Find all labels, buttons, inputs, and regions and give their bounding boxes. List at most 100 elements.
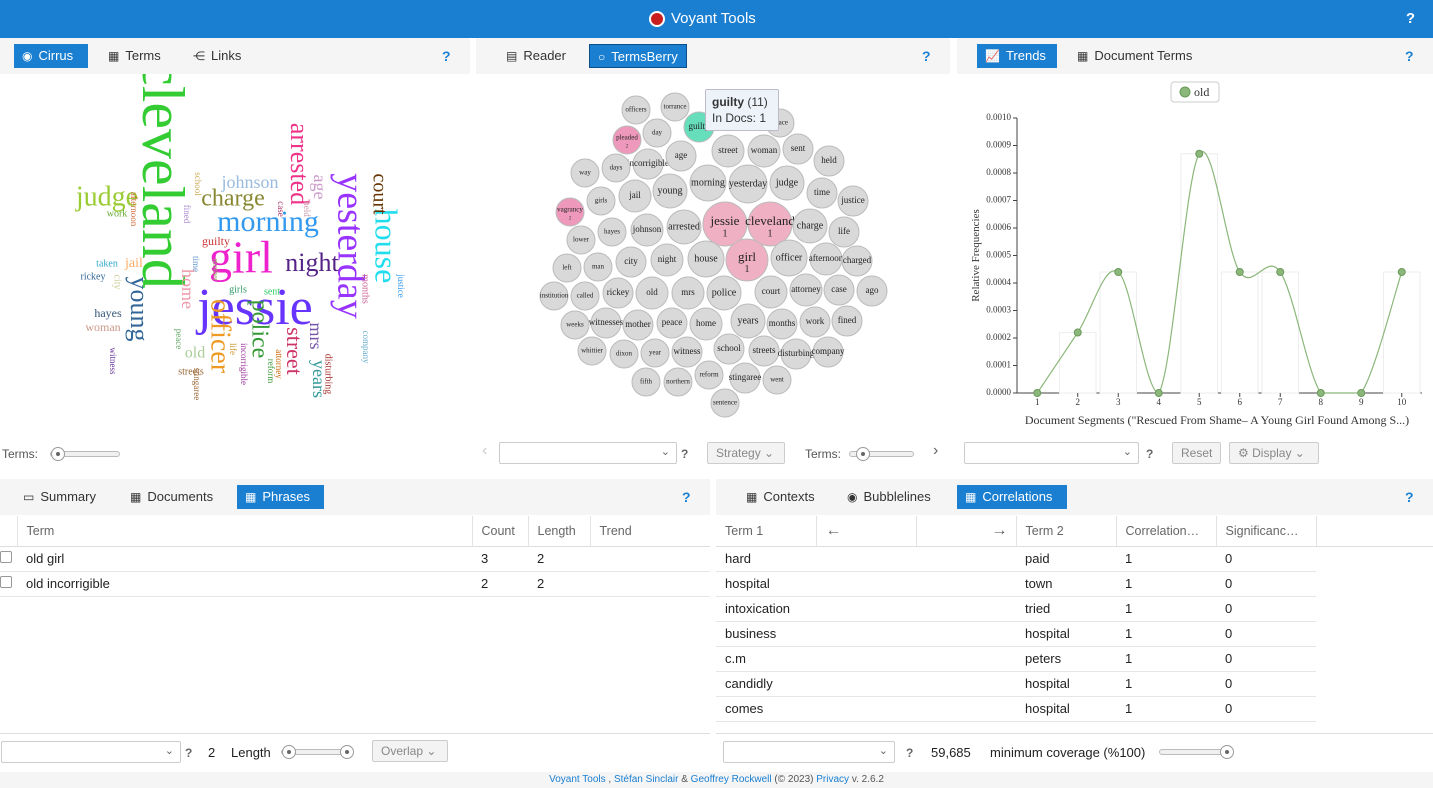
berry-bubble[interactable]: year — [640, 338, 670, 368]
cloud-word[interactable]: time — [191, 256, 201, 272]
cloud-word[interactable]: city — [112, 275, 123, 290]
berry-bubble[interactable]: mrs — [671, 276, 705, 310]
trends-search-combo[interactable]: ⌄ — [964, 442, 1139, 464]
app-help-button[interactable]: ? — [1405, 10, 1415, 27]
tab-document-terms[interactable]: ▦ Document Terms — [1069, 44, 1200, 68]
berry-bubble[interactable]: case — [823, 274, 855, 306]
berry-bubble[interactable]: disturbing — [778, 338, 815, 370]
table-row[interactable]: old incorrigible 2 2 — [0, 571, 710, 597]
berry-bubble[interactable]: stingaree — [729, 362, 761, 394]
berry-bubble[interactable]: fined — [831, 305, 863, 337]
tab-summary[interactable]: ▭ Summary — [15, 485, 104, 509]
data-point[interactable] — [1195, 149, 1204, 158]
berry-prev-arrow-icon[interactable]: ‹ — [482, 442, 488, 459]
berry-bubble[interactable]: officer — [770, 239, 808, 277]
row-checkbox[interactable] — [0, 576, 12, 588]
termsberry-help-button[interactable]: ? — [922, 48, 931, 64]
cloud-word[interactable]: jessie — [195, 279, 313, 336]
berry-bubble[interactable]: day — [642, 118, 672, 148]
col-trend[interactable]: Trend — [590, 516, 710, 547]
data-point[interactable] — [1397, 268, 1406, 276]
berry-bubble[interactable]: called — [570, 281, 600, 311]
tab-bubblelines[interactable]: ◉ Bubblelines — [839, 485, 939, 509]
cloud-word[interactable]: jail — [124, 256, 143, 271]
berry-bubble[interactable]: dixon — [609, 339, 639, 369]
cloud-word[interactable]: old — [185, 345, 205, 362]
berry-bubble[interactable]: johnson — [630, 213, 664, 247]
tab-documents[interactable]: ▦ Documents — [122, 485, 221, 509]
cloud-word[interactable]: johnson — [220, 172, 278, 192]
table-row[interactable]: hard paid 1 0 — [716, 546, 1433, 572]
table-row[interactable]: candidly hospital 1 0 — [716, 671, 1433, 697]
length-slider[interactable] — [281, 745, 354, 759]
cirrus-help-button[interactable]: ? — [442, 48, 451, 64]
cloud-word[interactable]: officer — [205, 299, 236, 374]
berry-bubble[interactable]: hayes — [597, 217, 627, 247]
cloud-word[interactable]: woman — [85, 320, 120, 334]
data-point[interactable] — [1357, 389, 1366, 397]
cloud-word[interactable]: morning — [217, 205, 319, 238]
voyant-link[interactable]: Voyant Tools — [549, 774, 606, 785]
berry-terms-slider[interactable] — [849, 447, 914, 461]
col-length[interactable]: Length — [528, 516, 591, 547]
cloud-word[interactable]: night — [285, 248, 339, 277]
berry-bubble[interactable]: sentence — [710, 388, 740, 418]
berry-bubble[interactable]: work — [799, 306, 831, 338]
strategy-button[interactable]: Strategy ⌄ — [707, 442, 785, 464]
cloud-word[interactable]: girls — [229, 284, 247, 295]
cloud-word[interactable]: attorney — [274, 349, 284, 379]
tab-cirrus[interactable]: ◉ Cirrus — [14, 44, 88, 68]
col-correlation[interactable]: Correlation… — [1116, 516, 1217, 547]
cloud-word[interactable]: school — [193, 172, 203, 196]
berry-bubble[interactable]: house — [687, 240, 725, 278]
cloud-word[interactable]: work — [107, 208, 128, 219]
cloud-word[interactable]: case — [276, 201, 286, 217]
data-point[interactable] — [1073, 328, 1082, 337]
table-row[interactable]: old girl 3 2 — [0, 546, 710, 572]
berry-bubble[interactable]: incorrigible — [627, 148, 669, 180]
cloud-word[interactable]: judge — [75, 181, 138, 212]
row-checkbox[interactable] — [0, 551, 12, 563]
chevron-down-icon[interactable]: ⌄ — [164, 745, 174, 757]
berry-bubble[interactable]: whittier — [577, 336, 607, 366]
trends-help-button[interactable]: ? — [1405, 48, 1414, 64]
berry-search-help[interactable]: ? — [681, 447, 689, 461]
cloud-word[interactable]: hayes — [94, 306, 122, 320]
cloud-word[interactable]: street — [282, 327, 307, 375]
tab-contexts[interactable]: ▦ Contexts — [738, 485, 823, 509]
cloud-word[interactable]: stingaree — [192, 368, 202, 400]
berry-bubble[interactable]: woman — [747, 134, 781, 168]
berry-bubble[interactable]: officers — [621, 95, 651, 125]
berry-bubble[interactable]: sent — [782, 133, 814, 165]
berry-bubble[interactable]: girls — [586, 186, 616, 216]
berry-bubble[interactable]: days — [601, 153, 631, 183]
berry-bubble[interactable]: months — [766, 308, 798, 340]
chevron-down-icon[interactable]: ⌄ — [1122, 446, 1132, 458]
berry-bubble[interactable]: torrance — [660, 92, 690, 122]
col-term1[interactable]: Term 1 — [716, 516, 817, 547]
cloud-word[interactable]: witness — [108, 348, 118, 375]
berry-bubble[interactable]: man — [583, 252, 613, 282]
cloud-word[interactable]: mother — [211, 259, 220, 282]
cloud-word[interactable]: company — [361, 331, 371, 364]
correlations-help-button[interactable]: ? — [1405, 489, 1414, 505]
berry-bubble[interactable]: city — [615, 246, 647, 278]
berry-bubble[interactable]: young — [652, 173, 688, 209]
berry-bubble[interactable]: held — [813, 145, 845, 177]
berry-bubble[interactable]: years — [730, 303, 766, 339]
berry-bubble[interactable]: morning — [689, 164, 727, 202]
cloud-word[interactable]: police — [246, 300, 272, 359]
table-row[interactable]: business hospital 1 0 — [716, 621, 1433, 647]
reset-button[interactable]: Reset — [1172, 442, 1222, 464]
berry-bubble[interactable]: reform — [694, 360, 724, 390]
cloud-word[interactable]: taken — [96, 258, 118, 269]
berry-bubble[interactable]: street — [711, 134, 745, 168]
col-significance[interactable]: Significanc… — [1216, 516, 1317, 547]
cloud-word[interactable]: age — [310, 175, 330, 200]
cloud-word[interactable]: charge — [201, 186, 265, 212]
cloud-word[interactable]: mrs — [306, 323, 326, 350]
cloud-word[interactable]: fined — [182, 205, 192, 224]
data-point[interactable] — [1235, 268, 1244, 276]
